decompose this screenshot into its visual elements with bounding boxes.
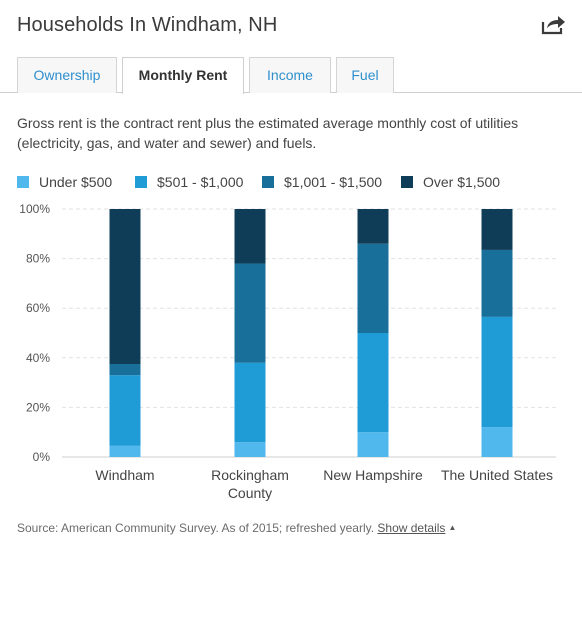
show-details-link[interactable]: Show details <box>377 521 446 535</box>
chart-description: Gross rent is the contract rent plus the… <box>17 115 519 151</box>
y-tick-label: 100% <box>19 202 50 216</box>
bar-segment <box>357 243 389 333</box>
x-tick-label: New Hampshire <box>323 467 423 483</box>
tab-bar: Ownership Monthly Rent Income Fuel <box>0 57 582 94</box>
legend-swatch <box>17 176 29 188</box>
y-tick-label: 0% <box>33 450 51 464</box>
y-tick-label: 80% <box>26 252 50 266</box>
bar-segment <box>481 316 513 428</box>
bar-segment <box>357 432 389 457</box>
bar-segment <box>234 263 266 363</box>
tab-fuel[interactable]: Fuel <box>336 57 394 93</box>
bar-segment <box>357 333 389 433</box>
tab-ownership[interactable]: Ownership <box>17 57 117 93</box>
legend-label: Over $1,500 <box>423 174 501 190</box>
bar-segment <box>109 445 141 457</box>
bar-segment <box>234 362 266 443</box>
tab-monthly-rent[interactable]: Monthly Rent <box>122 57 244 94</box>
tab-income[interactable]: Income <box>249 57 331 93</box>
x-tick-label: Rockingham County <box>211 467 289 501</box>
legend-swatch <box>135 176 147 188</box>
stacked-bar-chart: 0% 20% 40% 60% 80% 100% Windham Rockingham Count… <box>19 202 556 501</box>
x-tick-label: The United States <box>441 467 553 483</box>
bar-segment <box>481 427 513 457</box>
page-title: Households In Windham, NH <box>17 14 278 36</box>
y-tick-label: 40% <box>26 351 50 365</box>
source-note: Source: American Community Survey. As of… <box>17 521 456 535</box>
share-arrow-icon[interactable] <box>540 14 566 36</box>
y-tick-label: 20% <box>26 400 50 414</box>
bar-segment <box>481 209 513 250</box>
caret-up-icon: ▲ <box>448 523 457 532</box>
y-tick-label: 60% <box>26 301 50 315</box>
bar-segment <box>109 375 141 446</box>
legend-swatch <box>262 176 274 188</box>
source-text: Source: American Community Survey. As of… <box>17 521 375 535</box>
bar-segment <box>357 209 389 244</box>
bar-segment <box>109 364 141 376</box>
legend-swatch <box>401 176 413 188</box>
bar-segment <box>481 249 513 317</box>
legend-label: $1,001 - $1,500 <box>284 174 383 190</box>
legend-label: Under $500 <box>39 174 113 190</box>
legend-label: $501 - $1,000 <box>157 174 244 190</box>
bar-segment <box>234 209 266 264</box>
x-tick-label: Windham <box>95 467 154 483</box>
bar-segment <box>109 209 141 364</box>
bar-segment <box>234 442 266 457</box>
